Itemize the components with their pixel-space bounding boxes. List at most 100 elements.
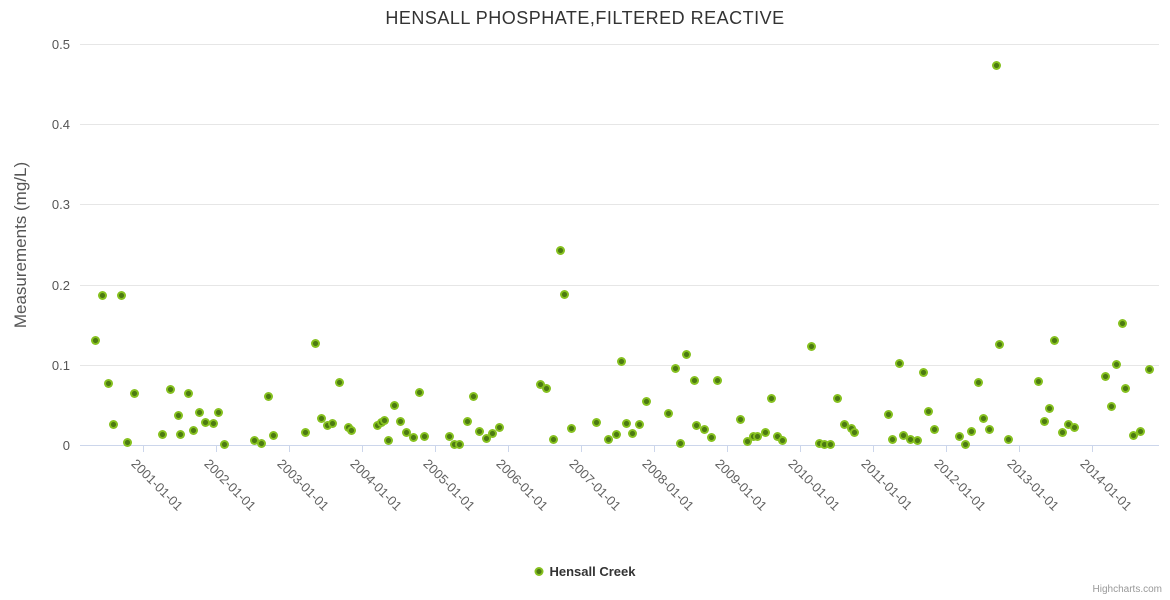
data-point[interactable] (778, 436, 788, 446)
data-point[interactable] (1057, 428, 1067, 438)
data-point[interactable] (621, 418, 631, 428)
data-point[interactable] (753, 432, 763, 442)
data-point[interactable] (627, 429, 637, 439)
data-point[interactable] (664, 409, 674, 419)
data-point[interactable] (899, 430, 909, 440)
data-point[interactable] (713, 376, 723, 386)
data-point[interactable] (761, 428, 771, 438)
data-point[interactable] (334, 377, 344, 387)
data-point[interactable] (327, 418, 337, 428)
data-point[interactable] (1040, 417, 1050, 427)
data-point[interactable] (681, 349, 691, 359)
data-point[interactable] (991, 61, 1001, 71)
data-point[interactable] (91, 336, 101, 346)
data-point[interactable] (249, 436, 259, 446)
data-point[interactable] (671, 363, 681, 373)
data-point[interactable] (462, 417, 472, 427)
data-point[interactable] (826, 439, 836, 449)
data-point[interactable] (883, 410, 893, 420)
data-point[interactable] (905, 434, 915, 444)
data-point[interactable] (1118, 319, 1128, 329)
data-point[interactable] (850, 427, 860, 437)
data-point[interactable] (689, 376, 699, 386)
data-point[interactable] (256, 438, 266, 448)
data-point[interactable] (1145, 365, 1155, 375)
data-point[interactable] (1129, 430, 1139, 440)
data-point[interactable] (383, 435, 393, 445)
data-point[interactable] (556, 245, 566, 255)
data-point[interactable] (201, 418, 211, 428)
data-point[interactable] (815, 438, 825, 448)
data-point[interactable] (542, 383, 552, 393)
data-point[interactable] (389, 401, 399, 411)
data-point[interactable] (1003, 434, 1013, 444)
data-point[interactable] (1101, 372, 1111, 382)
data-point[interactable] (158, 430, 168, 440)
data-point[interactable] (820, 439, 830, 449)
data-point[interactable] (175, 430, 185, 440)
data-point[interactable] (767, 393, 777, 403)
data-point[interactable] (973, 377, 983, 387)
data-point[interactable] (208, 418, 218, 428)
data-point[interactable] (736, 414, 746, 424)
data-point[interactable] (634, 420, 644, 430)
data-point[interactable] (675, 438, 685, 448)
data-point[interactable] (642, 397, 652, 407)
data-point[interactable] (1106, 402, 1116, 411)
data-point[interactable] (173, 410, 183, 420)
data-point[interactable] (469, 391, 479, 401)
data-point[interactable] (1112, 360, 1122, 370)
data-point[interactable] (699, 425, 709, 435)
data-point[interactable] (129, 389, 139, 399)
data-point[interactable] (488, 429, 498, 439)
data-point[interactable] (918, 367, 928, 377)
data-point[interactable] (913, 435, 923, 445)
data-point[interactable] (924, 406, 934, 416)
data-point[interactable] (616, 357, 626, 367)
data-point[interactable] (322, 421, 332, 431)
data-point[interactable] (346, 426, 356, 436)
data-point[interactable] (301, 428, 311, 438)
data-point[interactable] (603, 434, 613, 444)
data-point[interactable] (1064, 420, 1074, 430)
data-point[interactable] (455, 439, 465, 449)
highcharts-credits-link[interactable]: Highcharts.com (1092, 584, 1162, 595)
data-point[interactable] (1045, 403, 1055, 413)
data-point[interactable] (317, 414, 327, 424)
data-point[interactable] (475, 426, 485, 436)
data-point[interactable] (420, 431, 430, 441)
data-point[interactable] (772, 432, 782, 442)
data-point[interactable] (887, 434, 897, 444)
data-point[interactable] (806, 341, 816, 351)
data-point[interactable] (1050, 336, 1060, 346)
data-point[interactable] (494, 422, 504, 432)
data-point[interactable] (833, 393, 843, 403)
data-point[interactable] (213, 408, 223, 418)
data-point[interactable] (380, 415, 390, 425)
data-point[interactable] (1034, 377, 1044, 387)
data-point[interactable] (264, 391, 274, 401)
data-point[interactable] (967, 426, 977, 436)
data-point[interactable] (559, 289, 569, 299)
data-point[interactable] (123, 438, 133, 448)
data-point[interactable] (1121, 383, 1131, 393)
data-point[interactable] (567, 424, 577, 434)
data-point[interactable] (536, 379, 546, 389)
data-point[interactable] (183, 389, 193, 399)
data-point[interactable] (408, 433, 418, 443)
data-point[interactable] (961, 440, 971, 450)
data-point[interactable] (310, 339, 320, 349)
data-point[interactable] (445, 432, 455, 442)
data-point[interactable] (894, 359, 904, 369)
data-point[interactable] (979, 414, 989, 424)
data-point[interactable] (995, 340, 1005, 350)
data-point[interactable] (449, 439, 459, 449)
legend-item-hensall-creek[interactable]: Hensall Creek (534, 564, 636, 579)
data-point[interactable] (188, 426, 198, 436)
data-point[interactable] (98, 291, 108, 301)
data-point[interactable] (166, 385, 176, 395)
data-point[interactable] (706, 433, 716, 443)
data-point[interactable] (1136, 426, 1146, 436)
data-point[interactable] (269, 430, 279, 440)
data-point[interactable] (396, 417, 406, 427)
